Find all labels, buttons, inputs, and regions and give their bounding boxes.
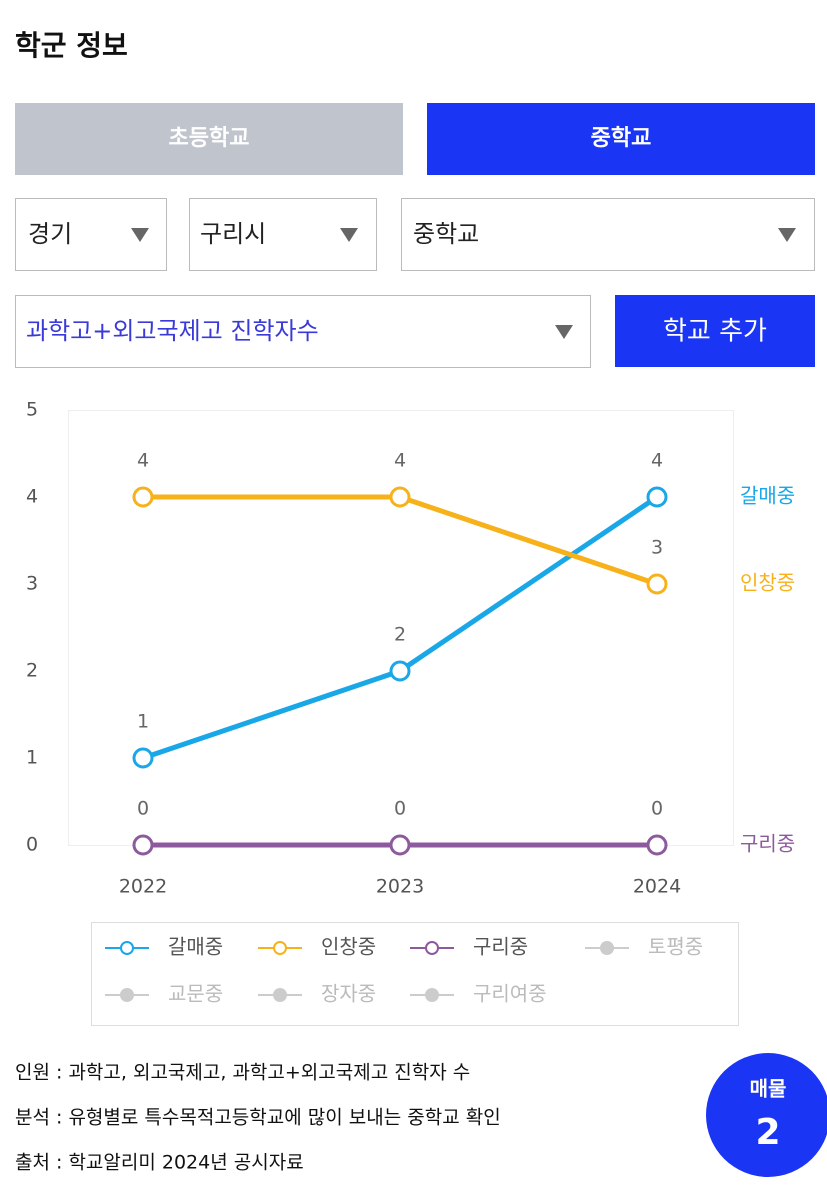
data-point <box>132 747 154 769</box>
legend-label[interactable]: 토평중 <box>648 935 703 959</box>
data-label: 0 <box>137 798 149 820</box>
y-tick-label: 2 <box>26 660 38 682</box>
y-tick-label: 4 <box>26 486 38 508</box>
series-end-label: 인창중 <box>740 571 795 595</box>
series-end-label: 구리중 <box>740 832 795 856</box>
badge-count: 2 <box>755 1112 780 1153</box>
data-point <box>389 660 411 682</box>
data-label: 4 <box>137 450 149 472</box>
data-point <box>389 834 411 856</box>
badge[interactable] <box>706 1053 827 1177</box>
x-tick-label: 2023 <box>376 876 424 898</box>
data-label: 2 <box>394 624 406 646</box>
legend-marker <box>120 988 134 1002</box>
legend-box <box>91 922 739 1026</box>
data-label: 4 <box>651 450 663 472</box>
dropdown-arrow <box>778 228 796 242</box>
select-label: 과학고+외고국제고 진학자수 <box>26 317 319 345</box>
plot-area <box>68 410 734 846</box>
select-label: 중학교 <box>413 220 479 248</box>
select-label: 구리시 <box>200 220 266 248</box>
data-point <box>389 486 411 508</box>
legend-label[interactable]: 구리중 <box>473 935 528 959</box>
select-label: 경기 <box>28 220 72 248</box>
legend-marker <box>425 941 439 955</box>
legend-marker <box>273 941 287 955</box>
data-point <box>646 573 668 595</box>
y-tick-label: 1 <box>26 747 38 769</box>
dropdown-arrow <box>131 228 149 242</box>
x-tick-label: 2022 <box>119 876 167 898</box>
button-label: 학교 추가 <box>663 317 767 347</box>
legend-marker <box>425 988 439 1002</box>
legend-label[interactable]: 교문중 <box>168 982 223 1006</box>
data-label: 3 <box>651 537 663 559</box>
data-label: 0 <box>394 798 406 820</box>
data-point <box>132 486 154 508</box>
tab-label: 초등학교 <box>169 126 250 151</box>
note: 출처 : 학교알리미 2024년 공시자료 <box>15 1152 304 1174</box>
data-label: 4 <box>394 450 406 472</box>
select-metric[interactable] <box>15 295 591 368</box>
tab-middle[interactable] <box>427 103 815 175</box>
data-label: 0 <box>651 798 663 820</box>
data-point <box>646 834 668 856</box>
x-tick-label: 2024 <box>633 876 681 898</box>
dropdown-arrow <box>555 325 573 339</box>
note: 인원 : 과학고, 외고국제고, 과학고+외고국제고 진학자 수 <box>15 1062 470 1084</box>
legend-label[interactable]: 갈매중 <box>168 935 223 959</box>
y-tick-label: 5 <box>26 399 38 421</box>
page-title: 학군 정보 <box>15 29 128 62</box>
badge-label: 매물 <box>750 1077 787 1101</box>
tab-elementary[interactable] <box>15 103 403 175</box>
legend-label[interactable]: 구리여중 <box>473 982 547 1006</box>
data-label: 1 <box>137 711 149 733</box>
legend-label[interactable]: 인창중 <box>321 935 376 959</box>
select-level[interactable] <box>401 198 815 271</box>
note: 분석 : 유형별로 특수목적고등학교에 많이 보내는 중학교 확인 <box>15 1107 501 1129</box>
data-point <box>646 486 668 508</box>
legend-label[interactable]: 장자중 <box>321 982 376 1006</box>
data-point <box>132 834 154 856</box>
dropdown-arrow <box>340 228 358 242</box>
legend-marker <box>600 941 614 955</box>
legend-marker <box>120 941 134 955</box>
y-tick-label: 3 <box>26 573 38 595</box>
series-end-label: 갈매중 <box>740 484 795 508</box>
add-school-button[interactable] <box>615 295 815 367</box>
y-tick-label: 0 <box>26 834 38 856</box>
tab-label: 중학교 <box>591 126 652 151</box>
legend-marker <box>273 988 287 1002</box>
